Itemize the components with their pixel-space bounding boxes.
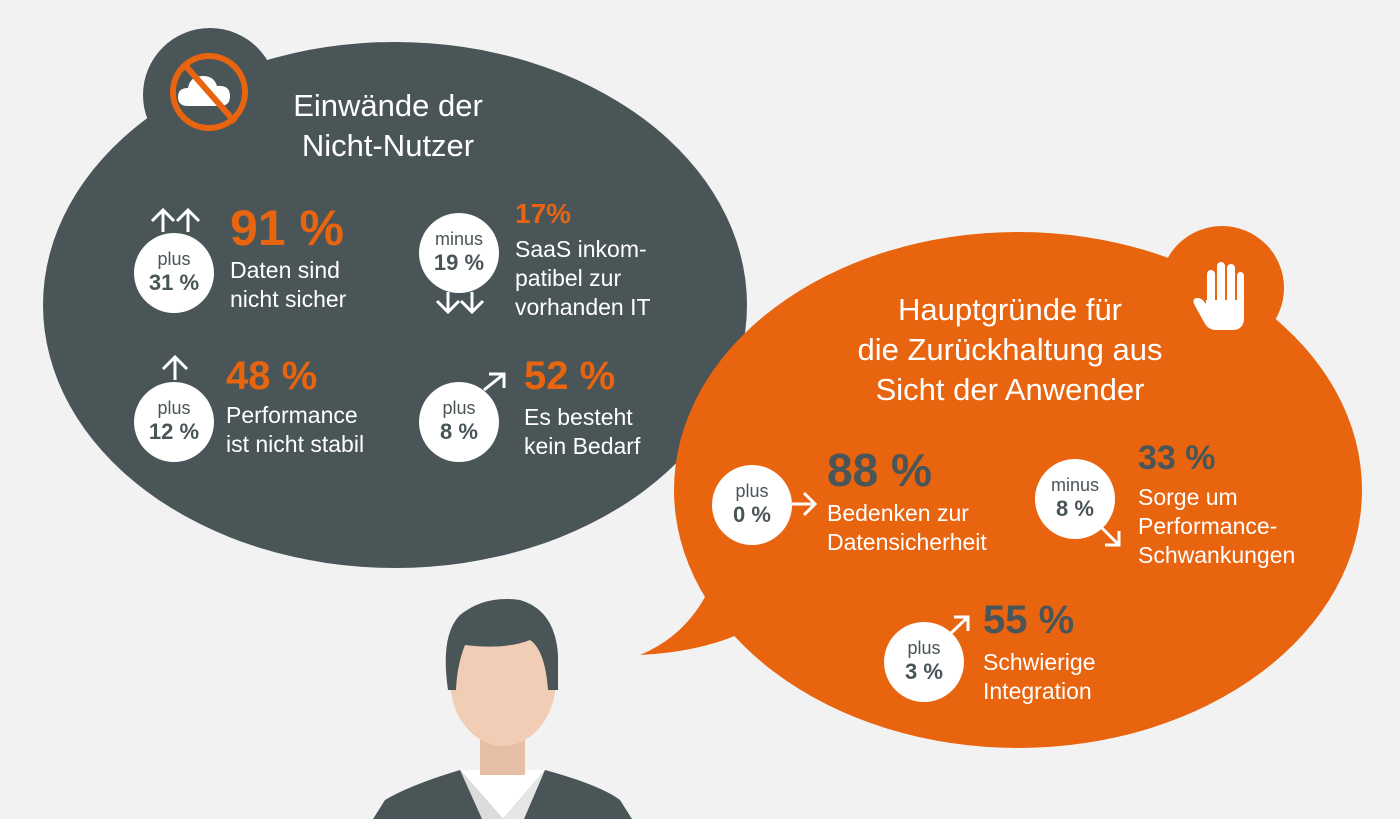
desc-line: Sorge um [1138, 484, 1238, 510]
desc-line: vorhanden IT [515, 294, 651, 320]
stat-description: Sorge um Performance- Schwankungen [1138, 483, 1295, 570]
up-arrow-icon [161, 354, 189, 380]
change-percent: 12 % [148, 419, 200, 444]
change-word: plus [157, 249, 191, 269]
change-circle: plus 12 % [134, 382, 214, 462]
change-circle: minus 8 % [1035, 459, 1115, 539]
change-word: plus [735, 481, 769, 501]
raised-hand-icon [1193, 262, 1244, 330]
desc-line: Integration [983, 678, 1092, 704]
stat-value: 52 % [524, 354, 616, 398]
change-percent: 8 % [440, 419, 478, 444]
change-percent: 31 % [148, 270, 200, 295]
right-arrow-icon [792, 491, 818, 517]
diagonal-up-arrow-icon-1 [483, 372, 506, 392]
person-avatar [373, 599, 632, 819]
right-title: Hauptgründe für die Zurückhaltung aus Si… [800, 290, 1220, 410]
stat-value: 88 % [827, 444, 932, 496]
desc-line: ist nicht stabil [226, 431, 365, 457]
desc-line: Daten sind [230, 257, 340, 283]
desc-line: Schwankungen [1138, 542, 1296, 568]
desc-line: Datensicherheit [827, 529, 987, 555]
stat-value: 55 % [983, 598, 1075, 642]
desc-line: nicht sicher [230, 286, 347, 312]
stat-description: Schwierige Integration [983, 648, 1096, 706]
double-up-arrow-icon [150, 207, 201, 232]
stat-value: 17% [515, 198, 572, 229]
desc-line: Performance- [1138, 513, 1278, 539]
change-percent: 3 % [905, 659, 943, 684]
desc-line: Schwierige [983, 649, 1096, 675]
change-circle: plus 0 % [712, 465, 792, 545]
desc-line: patibel zur [515, 265, 622, 291]
cloud-crossed-out-icon [170, 53, 248, 131]
change-circle: plus 31 % [134, 233, 214, 313]
stat-value: 91 % [230, 200, 344, 256]
desc-line: SaaS inkom- [515, 236, 647, 262]
stat-value: 48 % [226, 354, 318, 398]
change-circle: plus 8 % [419, 382, 499, 462]
right-title-line1: Hauptgründe für [897, 292, 1123, 327]
stat-description: Daten sind nicht sicher [230, 256, 346, 314]
left-title-line1: Einwände der [293, 88, 483, 123]
desc-line: Bedenken zur [827, 500, 969, 526]
change-circle: plus 3 % [884, 622, 964, 702]
speech-bubble-tail [640, 560, 790, 655]
change-word: minus [434, 229, 483, 249]
left-title: Einwände der Nicht-Nutzer [248, 86, 528, 166]
stat-description: Bedenken zur Datensicherheit [827, 499, 987, 557]
stat-description: Es besteht kein Bedarf [524, 403, 640, 461]
stat-description: SaaS inkom- patibel zur vorhanden IT [515, 235, 651, 322]
right-title-line2: die Zurückhaltung aus [857, 332, 1163, 367]
double-down-arrow-icon [435, 292, 485, 315]
desc-line: Es besteht [524, 404, 633, 430]
change-word: plus [442, 398, 476, 418]
change-word: plus [907, 638, 941, 658]
right-title-line3: Sicht der Anwender [875, 372, 1145, 407]
change-word: minus [1050, 475, 1099, 495]
stat-value: 33 % [1138, 439, 1216, 477]
change-word: plus [157, 398, 191, 418]
change-percent: 8 % [1056, 496, 1094, 521]
desc-line: kein Bedarf [524, 433, 641, 459]
left-title-line2: Nicht-Nutzer [301, 128, 475, 163]
stat-description: Performance ist nicht stabil [226, 401, 364, 459]
desc-line: Performance [226, 402, 358, 428]
change-percent: 19 % [433, 250, 485, 275]
diagonal-down-arrow-icon [1098, 524, 1121, 547]
change-percent: 0 % [733, 502, 771, 527]
change-circle: minus 19 % [419, 213, 499, 293]
